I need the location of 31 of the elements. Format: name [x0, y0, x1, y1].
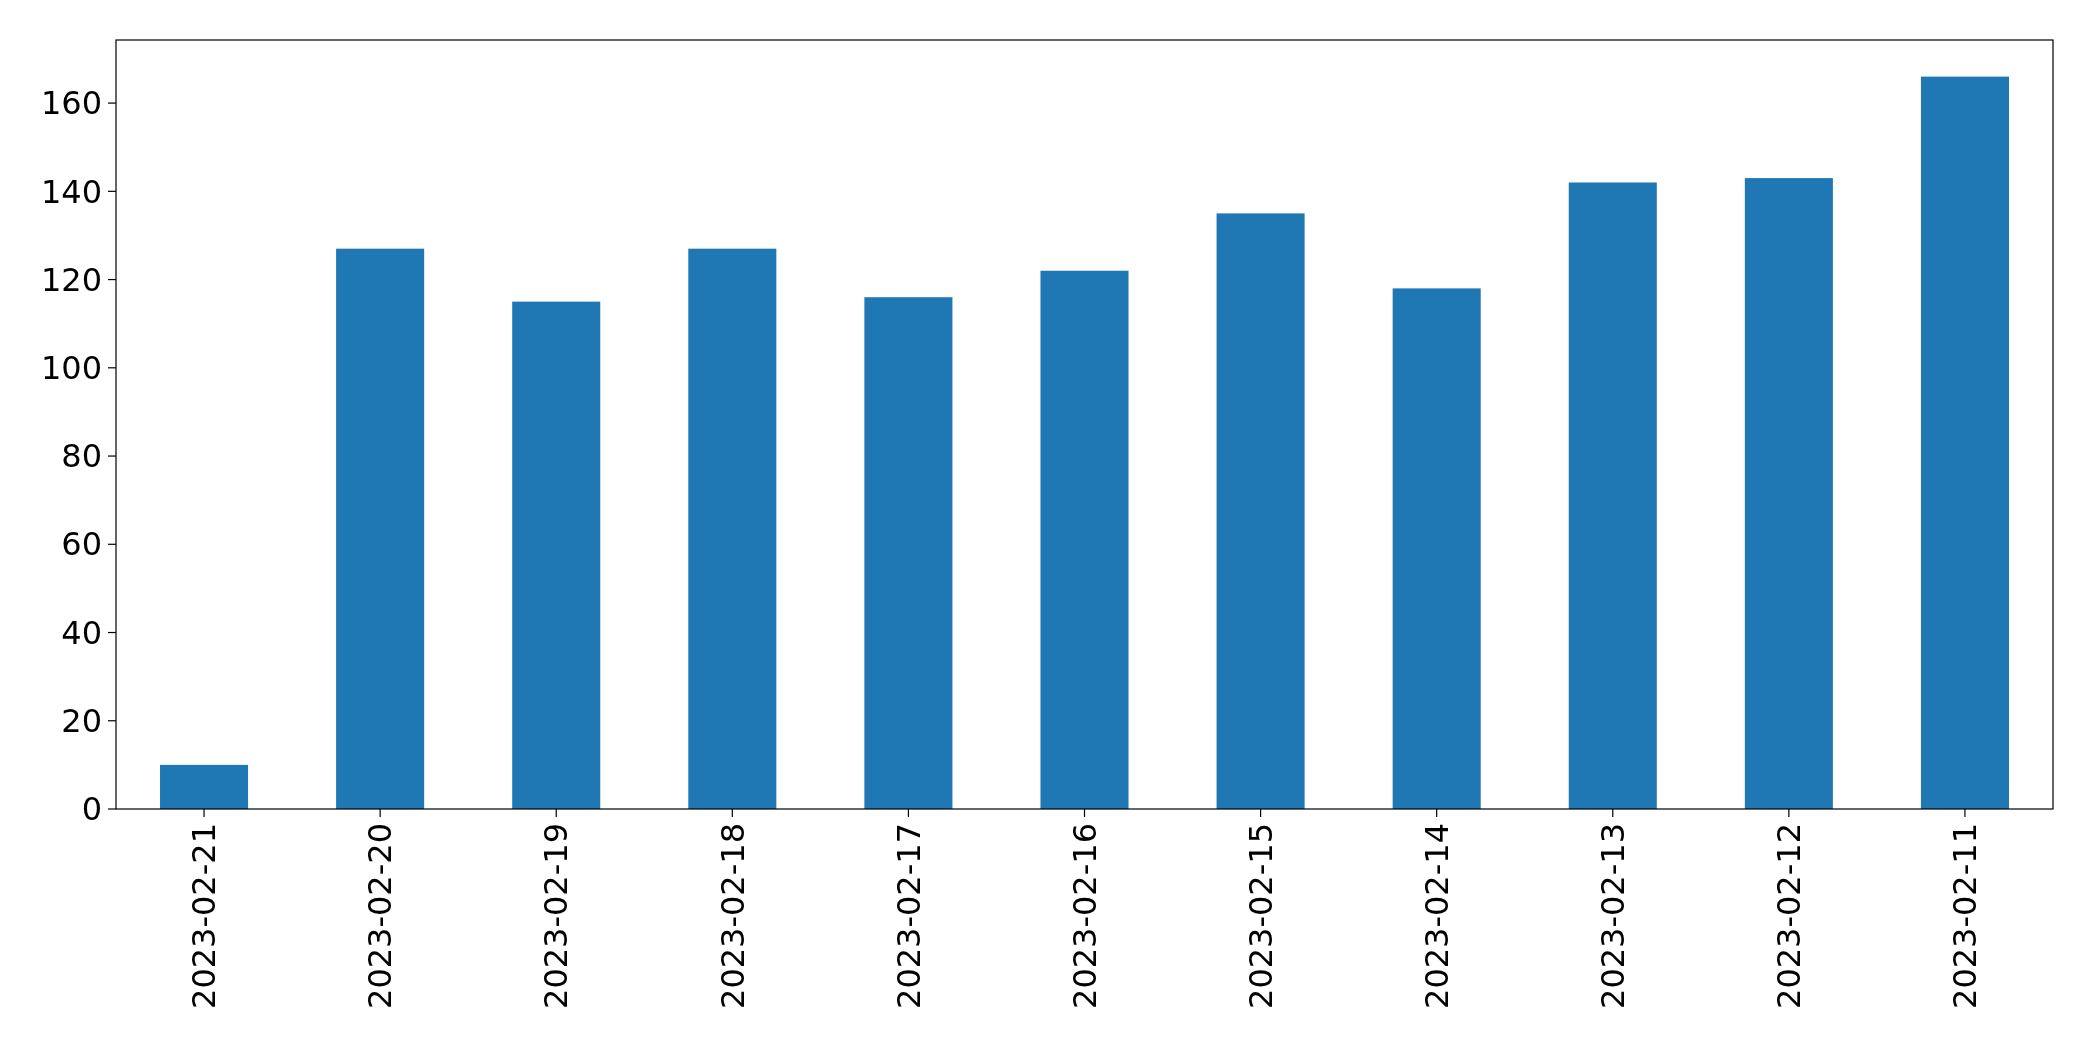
y-tick-label: 20 [61, 701, 102, 740]
y-tick-label: 120 [40, 260, 102, 299]
x-tick-label: 2023-02-20 [361, 823, 400, 1009]
x-tick-label: 2023-02-16 [1065, 823, 1104, 1009]
x-tick-label: 2023-02-13 [1593, 823, 1632, 1009]
x-tick-label: 2023-02-21 [185, 823, 224, 1009]
x-tick-label: 2023-02-15 [1241, 823, 1280, 1009]
x-tick-label: 2023-02-11 [1946, 823, 1985, 1009]
y-tick-label: 100 [40, 349, 102, 388]
bar [1744, 178, 1833, 809]
bar [1920, 76, 2009, 809]
x-tick-label: 2023-02-14 [1417, 823, 1456, 1009]
bar [1040, 270, 1129, 809]
x-tick-label: 2023-02-12 [1770, 823, 1809, 1009]
bar [512, 301, 601, 809]
y-tick-label: 40 [61, 613, 102, 652]
x-tick-label: 2023-02-18 [713, 823, 752, 1009]
y-tick-label: 0 [81, 790, 102, 829]
x-tick-label: 2023-02-17 [889, 823, 928, 1009]
bar [336, 248, 425, 809]
y-tick-label: 160 [40, 84, 102, 123]
bar [160, 764, 249, 809]
y-tick-label: 140 [40, 172, 102, 211]
bar [864, 297, 953, 809]
bar [688, 248, 777, 809]
y-tick-label: 80 [61, 437, 102, 476]
y-tick-label: 60 [61, 525, 102, 564]
bar [1568, 182, 1657, 809]
bar [1216, 213, 1305, 809]
x-tick-label: 2023-02-19 [537, 823, 576, 1009]
bar [1392, 288, 1481, 809]
